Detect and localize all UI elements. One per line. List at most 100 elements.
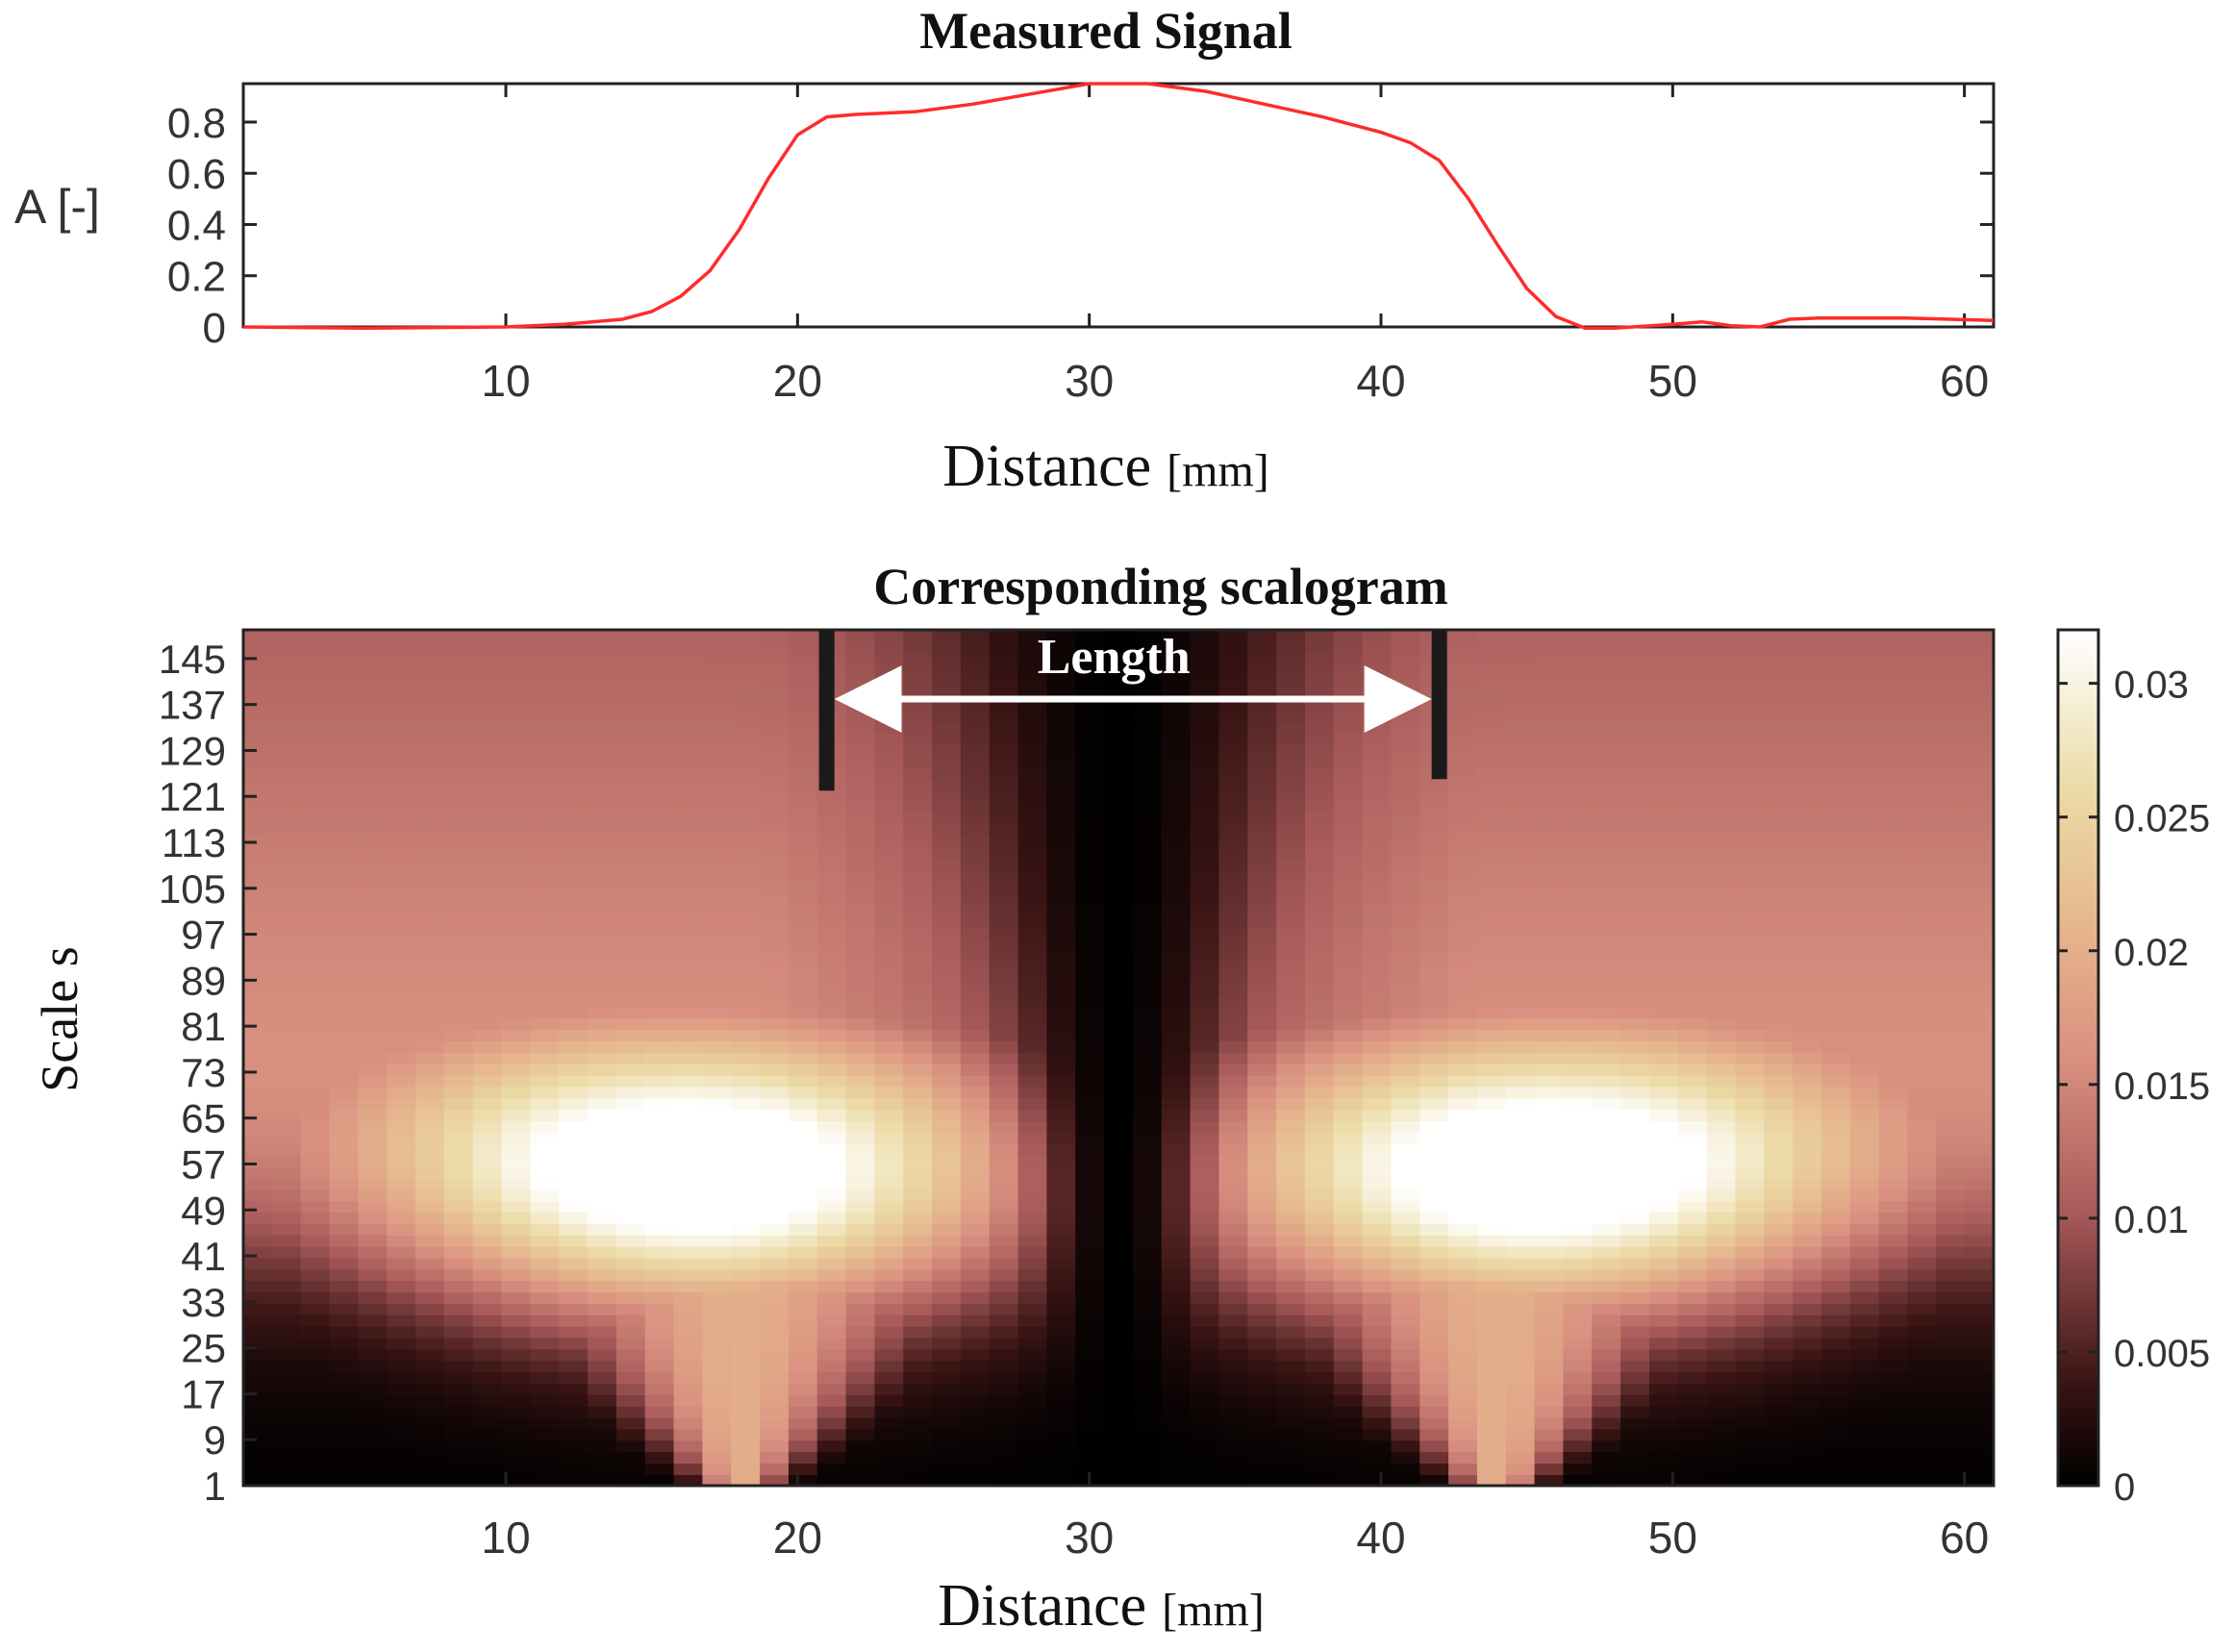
heatmap-cell <box>1648 1006 1679 1019</box>
heatmap-cell <box>1878 720 1909 734</box>
heatmap-cell <box>300 1029 331 1041</box>
heatmap-cell <box>1820 640 1851 654</box>
heatmap-cell <box>1448 823 1478 837</box>
heatmap-cell <box>1017 1017 1048 1031</box>
heatmap-cell <box>415 675 445 688</box>
heatmap-cell <box>644 1405 675 1418</box>
heatmap-cell <box>960 663 991 677</box>
heatmap-cell <box>1849 823 1880 837</box>
heatmap-cell <box>816 1405 847 1418</box>
heatmap-cell <box>1017 1291 1048 1304</box>
heatmap-cell <box>1820 652 1851 665</box>
heatmap-cell <box>874 743 905 757</box>
heatmap-cell <box>1793 869 1822 882</box>
heatmap-cell <box>387 1177 416 1190</box>
heatmap-cell <box>1333 858 1364 870</box>
heatmap-cell <box>1391 1165 1421 1179</box>
heatmap-cell <box>1648 983 1679 996</box>
heatmap-cell <box>472 1017 503 1031</box>
heatmap-cell <box>1391 1120 1421 1133</box>
heatmap-cell <box>501 663 532 677</box>
heatmap-cell <box>559 687 589 699</box>
heatmap-cell <box>1476 881 1507 893</box>
heatmap-cell <box>588 881 617 893</box>
heatmap-cell <box>760 1474 790 1487</box>
heatmap-cell <box>358 1143 388 1156</box>
heatmap-cell <box>615 710 646 722</box>
heatmap-cell <box>1648 1394 1679 1407</box>
heatmap-cell <box>1936 1451 1966 1464</box>
heatmap-cell <box>1218 1394 1249 1407</box>
heatmap-cell <box>472 1257 503 1270</box>
heatmap-cell <box>960 1257 991 1270</box>
heatmap-cell <box>358 1086 388 1099</box>
heatmap-cell <box>1793 687 1822 699</box>
heatmap-cell <box>1706 1177 1737 1190</box>
heatmap-cell <box>1448 1348 1478 1362</box>
heatmap-cell <box>1161 801 1192 813</box>
heatmap-cell <box>1362 1212 1393 1224</box>
heatmap-cell <box>1936 766 1966 780</box>
heatmap-cell <box>1907 710 1938 722</box>
heatmap-cell <box>1046 1097 1077 1111</box>
heatmap-cell <box>1620 1029 1650 1041</box>
heatmap-cell <box>731 823 761 837</box>
heatmap-cell <box>501 994 532 1008</box>
heatmap-cell <box>960 812 991 825</box>
heatmap-cell <box>1448 1063 1478 1076</box>
heatmap-cell <box>1849 1212 1880 1224</box>
heatmap-cell <box>1706 1234 1737 1247</box>
heatmap-cell <box>1190 1314 1220 1327</box>
heatmap-cell <box>1075 1006 1105 1019</box>
heatmap-cell <box>1793 1325 1822 1339</box>
heatmap-cell <box>1276 1257 1306 1270</box>
heatmap-cell <box>1849 789 1880 802</box>
heatmap-cell <box>1104 1177 1134 1190</box>
heatmap-cell <box>1936 835 1966 848</box>
heatmap-cell <box>1735 1337 1766 1350</box>
heatmap-cell <box>1505 1097 1536 1111</box>
heatmap-cell <box>932 1154 962 1167</box>
heatmap-cell <box>1132 1063 1163 1076</box>
heatmap-cell <box>673 1052 704 1064</box>
heatmap-cell <box>1965 1325 1995 1339</box>
heatmap-cell <box>329 1097 360 1111</box>
heatmap-cell <box>644 914 675 928</box>
heatmap-cell <box>1391 1040 1421 1053</box>
heatmap-cell <box>989 801 1019 813</box>
heatmap-cell <box>1936 994 1966 1008</box>
heatmap-cell <box>501 778 532 790</box>
heatmap-cell <box>1075 858 1105 870</box>
heatmap-cell <box>788 698 818 711</box>
heatmap-cell <box>1017 652 1048 665</box>
heatmap-cell <box>1878 801 1909 813</box>
heatmap-cell <box>903 949 933 962</box>
heatmap-cell <box>960 1280 991 1293</box>
heatmap-cell <box>1104 926 1134 939</box>
heatmap-cell <box>673 1165 704 1179</box>
heatmap-cell <box>1677 640 1708 654</box>
heatmap-cell <box>1218 858 1249 870</box>
heatmap-cell <box>1764 1337 1794 1350</box>
heatmap-cell <box>1706 1200 1737 1213</box>
heatmap-cell <box>1304 914 1335 928</box>
heatmap-cell <box>1793 710 1822 722</box>
heatmap-cell <box>1218 1234 1249 1247</box>
heatmap-cell <box>1276 835 1306 848</box>
heatmap-cell <box>932 1017 962 1031</box>
heatmap-cell <box>1476 938 1507 951</box>
heatmap-cell <box>1907 1120 1938 1133</box>
heatmap-cell <box>415 1405 445 1418</box>
heatmap-cell <box>1878 1280 1909 1293</box>
heatmap-cell <box>1046 994 1077 1008</box>
heatmap-cell <box>1075 983 1105 996</box>
heatmap-cell <box>989 903 1019 916</box>
heatmap-cell <box>501 1268 532 1282</box>
heatmap-cell <box>1333 938 1364 951</box>
heatmap-cell <box>644 663 675 677</box>
heatmap-cell <box>1448 1143 1478 1156</box>
heatmap-cell <box>1276 1268 1306 1282</box>
heatmap-cell <box>932 1006 962 1019</box>
heatmap-cell <box>1190 720 1220 734</box>
heatmap-cell <box>673 903 704 916</box>
